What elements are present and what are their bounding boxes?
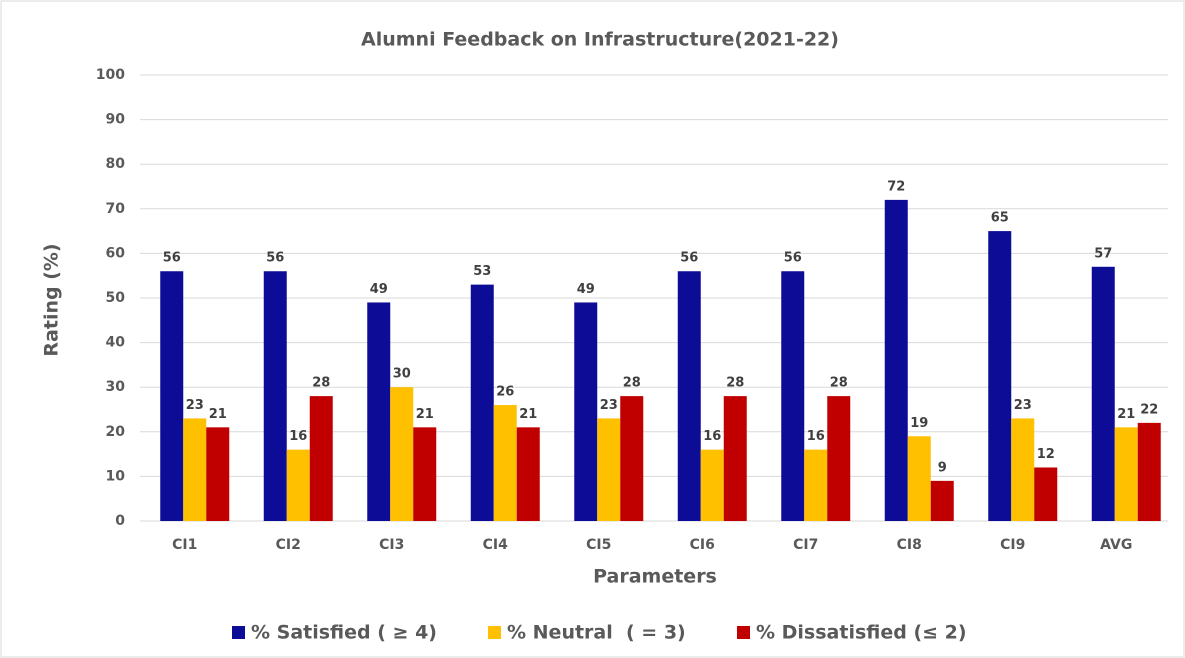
- value-label: 28: [312, 376, 330, 391]
- value-label: 65: [991, 211, 1009, 226]
- value-label: 16: [807, 429, 825, 444]
- bar: [367, 302, 391, 521]
- bar: [827, 396, 851, 521]
- value-label: 56: [784, 251, 802, 266]
- x-tick-label: CI9: [1000, 537, 1025, 553]
- value-label: 28: [726, 376, 744, 391]
- bar: [620, 396, 644, 521]
- y-tick-label: 20: [106, 424, 126, 440]
- y-tick-label: 90: [106, 112, 126, 128]
- legend-label: % Neutral ( = 3): [507, 622, 686, 644]
- value-label: 12: [1037, 447, 1055, 462]
- bar: [160, 271, 184, 521]
- x-tick-label: CI7: [793, 537, 818, 553]
- bar: [1137, 422, 1161, 521]
- bar: [930, 480, 954, 521]
- bar: [1091, 266, 1115, 521]
- value-label: 56: [266, 251, 284, 266]
- y-tick-label: 10: [106, 468, 126, 484]
- value-label: 56: [163, 251, 181, 266]
- x-tick-label: CI5: [586, 537, 611, 553]
- bar: [390, 387, 414, 521]
- value-label: 21: [209, 407, 227, 422]
- bar: [470, 284, 494, 521]
- y-tick-label: 80: [106, 156, 126, 172]
- legend-swatch: [488, 626, 501, 639]
- legend-label: % Satisfied ( ≥ 4): [251, 622, 437, 644]
- value-label: 57: [1094, 246, 1112, 261]
- bar: [516, 427, 540, 521]
- y-tick-label: 40: [106, 335, 126, 351]
- legend-swatch: [232, 626, 245, 639]
- y-tick-label: 100: [96, 67, 125, 83]
- x-tick-label: AVG: [1100, 537, 1132, 553]
- value-label: 56: [680, 251, 698, 266]
- bar: [723, 396, 747, 521]
- value-label: 16: [289, 429, 307, 444]
- x-tick-label: CI6: [690, 537, 715, 553]
- bar: [286, 449, 310, 521]
- value-label: 23: [1014, 398, 1032, 413]
- bar: [884, 199, 908, 521]
- value-label: 72: [887, 179, 905, 194]
- bar: [263, 271, 287, 521]
- bar: [597, 418, 621, 521]
- y-tick-label: 0: [115, 513, 125, 529]
- y-tick-label: 70: [106, 201, 126, 217]
- chart-title: Alumni Feedback on Infrastructure(2021-2…: [361, 29, 839, 51]
- x-axis-label: Parameters: [593, 566, 717, 588]
- bar: [206, 427, 230, 521]
- x-tick-label: CI3: [379, 537, 404, 553]
- bar: [700, 449, 724, 521]
- value-label: 49: [577, 282, 595, 297]
- bar: [677, 271, 701, 521]
- x-tick-label: CI2: [276, 537, 301, 553]
- bar: [804, 449, 828, 521]
- bar: [781, 271, 805, 521]
- bar: [183, 418, 207, 521]
- value-label: 26: [496, 385, 514, 400]
- value-label: 19: [910, 416, 928, 431]
- bar: [309, 396, 333, 521]
- value-label: 23: [186, 398, 204, 413]
- value-label: 28: [830, 376, 848, 391]
- value-label: 9: [938, 460, 947, 475]
- value-label: 21: [1117, 407, 1135, 422]
- value-label: 22: [1140, 402, 1158, 417]
- value-label: 21: [416, 407, 434, 422]
- bar: [988, 231, 1012, 521]
- value-label: 28: [623, 376, 641, 391]
- bar: [574, 302, 598, 521]
- value-label: 30: [393, 367, 411, 382]
- legend-label: % Dissatisfied (≤ 2): [756, 622, 967, 644]
- bar: [1114, 427, 1138, 521]
- bar: [907, 436, 931, 521]
- x-tick-label: CI1: [172, 537, 197, 553]
- x-tick-label: CI8: [897, 537, 922, 553]
- bar: [413, 427, 437, 521]
- value-label: 49: [370, 282, 388, 297]
- y-tick-label: 30: [106, 379, 126, 395]
- y-tick-label: 50: [106, 290, 126, 306]
- value-label: 16: [703, 429, 721, 444]
- value-label: 21: [519, 407, 537, 422]
- y-axis-label: Rating (%): [41, 243, 63, 356]
- x-tick-label: CI4: [483, 537, 508, 553]
- value-label: 23: [600, 398, 618, 413]
- bar: [1034, 467, 1058, 521]
- value-label: 53: [473, 264, 491, 279]
- y-tick-label: 60: [106, 245, 126, 261]
- bar: [493, 405, 517, 521]
- bar: [1011, 418, 1035, 521]
- legend-swatch: [737, 626, 750, 639]
